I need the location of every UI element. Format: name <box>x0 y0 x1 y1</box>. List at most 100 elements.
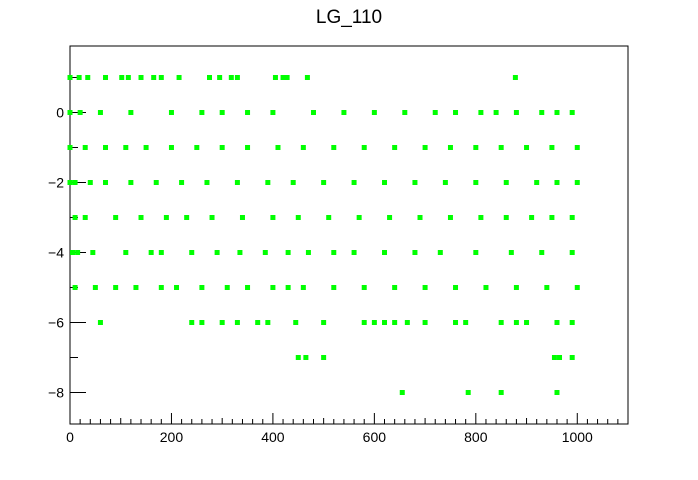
data-point <box>67 145 73 150</box>
data-point <box>554 320 560 325</box>
data-point <box>513 320 519 325</box>
data-point <box>237 250 243 255</box>
data-point <box>133 285 139 290</box>
data-point <box>404 320 410 325</box>
data-point <box>473 180 479 185</box>
data-point <box>168 145 174 150</box>
data-point <box>77 110 83 115</box>
data-point <box>113 215 119 220</box>
data-point <box>255 320 261 325</box>
data-point <box>574 180 580 185</box>
data-point <box>67 180 73 185</box>
data-point <box>473 145 479 150</box>
data-point <box>123 145 129 150</box>
data-point <box>554 110 560 115</box>
data-point <box>304 75 310 80</box>
data-point <box>148 250 154 255</box>
plot-frame <box>69 45 629 425</box>
data-point <box>168 110 174 115</box>
data-point <box>412 250 418 255</box>
y-tick-label: −6 <box>48 315 64 331</box>
data-point <box>554 180 560 185</box>
data-point <box>128 110 134 115</box>
data-point <box>300 145 306 150</box>
data-point <box>285 285 291 290</box>
data-point <box>305 250 311 255</box>
data-point <box>569 320 575 325</box>
data-point <box>447 145 453 150</box>
data-point <box>262 250 268 255</box>
chart-title: LG_110 <box>316 7 382 28</box>
data-point <box>453 110 459 115</box>
data-point <box>437 250 443 255</box>
data-point <box>331 145 337 150</box>
data-point <box>351 250 357 255</box>
data-point <box>176 75 182 80</box>
data-point <box>321 320 327 325</box>
data-point <box>199 110 205 115</box>
data-point <box>224 285 230 290</box>
data-point <box>382 250 388 255</box>
data-point <box>371 320 377 325</box>
data-point <box>422 285 428 290</box>
data-point <box>214 250 220 255</box>
data-point <box>539 110 545 115</box>
data-point <box>442 180 448 185</box>
data-point <box>503 215 509 220</box>
data-point <box>189 320 195 325</box>
x-tick-label: 200 <box>160 429 184 445</box>
data-point <box>574 285 580 290</box>
data-point <box>103 180 109 185</box>
data-point <box>402 110 408 115</box>
data-point <box>119 75 125 80</box>
data-point <box>331 285 337 290</box>
data-point <box>245 285 251 290</box>
data-point <box>387 215 393 220</box>
data-point <box>503 180 509 185</box>
data-point <box>90 250 96 255</box>
data-point <box>447 215 453 220</box>
data-point <box>153 180 159 185</box>
data-point <box>326 215 332 220</box>
data-point <box>87 180 93 185</box>
data-point <box>331 250 337 255</box>
x-tick-label: 400 <box>261 429 285 445</box>
data-point <box>184 215 190 220</box>
data-point <box>158 75 164 80</box>
data-point <box>361 285 367 290</box>
data-point <box>290 180 296 185</box>
data-point <box>463 320 469 325</box>
data-point <box>123 250 129 255</box>
data-point <box>513 285 519 290</box>
data-point <box>341 110 347 115</box>
x-axis: 0 200 400 600 800 1000 <box>66 413 629 445</box>
data-point <box>529 215 535 220</box>
data-point <box>67 75 73 80</box>
data-point <box>76 75 82 80</box>
data-point <box>498 390 504 395</box>
data-point <box>361 145 367 150</box>
data-point <box>70 250 76 255</box>
data-point <box>549 145 555 150</box>
data-point <box>239 215 245 220</box>
data-point <box>432 110 438 115</box>
data-point <box>199 285 205 290</box>
y-tick-label: −2 <box>48 175 64 191</box>
data-point <box>574 145 580 150</box>
data-point <box>245 110 251 115</box>
data-point <box>199 320 205 325</box>
data-point <box>422 145 428 150</box>
data-point <box>207 75 212 80</box>
data-point <box>557 355 563 360</box>
data-point <box>204 180 210 185</box>
data-point <box>554 390 560 395</box>
x-tick-label: 600 <box>363 429 387 445</box>
data-point <box>569 215 575 220</box>
data-point <box>382 320 388 325</box>
data-point <box>284 75 290 80</box>
data-point <box>219 145 225 150</box>
data-point <box>478 110 484 115</box>
data-point <box>234 320 240 325</box>
y-tick-label: 0 <box>56 105 64 121</box>
